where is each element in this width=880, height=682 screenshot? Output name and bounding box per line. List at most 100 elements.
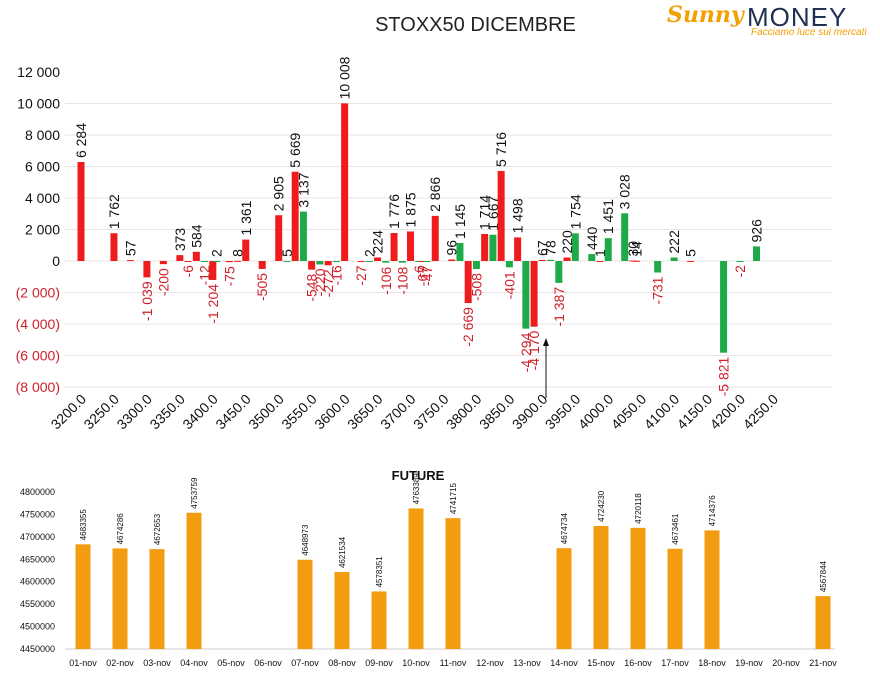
- future-y-tick-label: 4450000: [20, 644, 55, 654]
- bar-data-label: 222: [666, 230, 682, 254]
- bar-mark: [736, 261, 744, 262]
- bar-mark: [332, 261, 340, 262]
- bar-data-label: -1 387: [551, 287, 567, 327]
- bar-data-label: -27: [353, 265, 369, 285]
- bar-data-label: 10 008: [337, 56, 353, 99]
- bar-data-label: 584: [188, 224, 204, 248]
- bar-data-label: 1 451: [600, 199, 616, 234]
- bar-mark: [159, 261, 167, 265]
- bar-data-label: 8: [230, 249, 246, 257]
- bar-mark: [555, 261, 563, 283]
- bar-data-label: 5 669: [287, 132, 303, 167]
- bar-data-label: -548: [304, 273, 320, 301]
- future-x-tick-label: 06-nov: [254, 658, 282, 668]
- y-tick-label: 6 000: [25, 159, 60, 175]
- future-bar-label: 4683355: [79, 509, 88, 541]
- bar-data-label: -16: [328, 265, 344, 285]
- bar-mark: [522, 261, 530, 329]
- bar-data-label: 224: [370, 230, 386, 254]
- bar-mark: [382, 261, 390, 263]
- future-x-tick-label: 05-nov: [217, 658, 245, 668]
- future-x-tick-label: 21-nov: [809, 658, 837, 668]
- bar-mark: [213, 260, 221, 262]
- bar-data-label: 926: [749, 219, 765, 243]
- bar-data-label: 1 498: [510, 198, 526, 233]
- future-bar: [593, 525, 609, 649]
- bar-data-label: 2: [361, 249, 377, 257]
- bar-data-label: -4 294: [518, 332, 534, 372]
- bar-data-label: -4 170: [526, 330, 542, 370]
- bar-mark: [176, 255, 184, 261]
- future-x-tick-label: 11-nov: [440, 658, 467, 668]
- bar-data-label: -75: [221, 266, 237, 286]
- bar-data-label: -47: [419, 266, 435, 286]
- bar-mark: [654, 261, 662, 273]
- future-y-tick-label: 4750000: [20, 509, 55, 519]
- future-bar: [408, 508, 424, 649]
- future-x-tick-label: 03-nov: [143, 658, 171, 668]
- future-bar-label: 4648973: [301, 524, 310, 556]
- bar-mark: [431, 215, 439, 261]
- future-bar-label: 4674286: [116, 513, 125, 545]
- bar-mark: [365, 260, 373, 262]
- future-bar: [556, 548, 572, 649]
- y-tick-label: (6 000): [16, 348, 60, 364]
- bar-mark: [418, 261, 426, 263]
- future-bar: [149, 549, 165, 649]
- bar-mark: [209, 261, 217, 280]
- bar-mark: [242, 239, 250, 261]
- bar-mark: [374, 257, 382, 261]
- bar-data-label: -1 039: [139, 281, 155, 321]
- y-tick-label: 12 000: [17, 64, 60, 80]
- bar-mark: [398, 261, 406, 263]
- y-tick-label: 8 000: [25, 127, 60, 143]
- bar-data-label: 3 028: [617, 174, 633, 209]
- bar-data-label: 30: [625, 241, 641, 257]
- future-x-tick-label: 17-nov: [661, 658, 689, 668]
- bar-data-label: 2: [209, 249, 225, 257]
- bar-mark: [316, 261, 324, 265]
- future-x-tick-label: 12-nov: [476, 658, 504, 668]
- bar-data-label: -401: [501, 271, 517, 299]
- future-bar: [445, 518, 461, 649]
- bar-mark: [481, 234, 489, 261]
- future-bar-label: 4674734: [560, 512, 569, 544]
- bar-mark: [258, 261, 266, 269]
- bar-data-label: -2 669: [460, 307, 476, 347]
- bar-data-label: 1 754: [567, 194, 583, 229]
- options-open-interest-chart: 12 000 10 000 8 000 6 000 4 000 2 000 0 (2 000)…: [16, 56, 832, 432]
- bar-mark: [110, 233, 118, 261]
- future-x-tick-label: 15-nov: [587, 658, 615, 668]
- annotation-arrow-head: [543, 338, 549, 346]
- bar-mark: [341, 103, 349, 262]
- future-bar-label: 4672653: [153, 513, 162, 545]
- bar-mark: [184, 261, 192, 262]
- future-bar: [371, 591, 387, 649]
- bar-mark: [753, 246, 761, 261]
- future-y-tick-label: 4650000: [20, 554, 55, 564]
- bar-data-label: 2 905: [271, 176, 287, 211]
- bar-mark: [571, 233, 579, 261]
- future-chart-title: FUTURE: [391, 468, 445, 483]
- y-tick-label: (8 000): [16, 379, 60, 395]
- bar-mark: [497, 170, 505, 261]
- future-bar-label: 4753759: [190, 477, 199, 509]
- bar-data-label: 57: [122, 240, 138, 256]
- bar-data-label: -731: [650, 276, 666, 304]
- y-tick-label: 4 000: [25, 190, 60, 206]
- bar-data-label: 440: [584, 226, 600, 250]
- bar-data-label: -108: [394, 266, 410, 294]
- future-x-tick-label: 08-nov: [328, 658, 356, 668]
- bar-mark: [234, 260, 242, 262]
- future-x-tick-label: 07-nov: [291, 658, 319, 668]
- bar-data-label: 67: [534, 240, 550, 256]
- future-bar: [704, 530, 720, 649]
- bar-mark: [633, 260, 641, 262]
- bar-data-label: 2 866: [427, 177, 443, 212]
- bar-data-label: 1 875: [403, 192, 419, 227]
- bar-data-label: -272: [320, 269, 336, 297]
- future-bar-label: 4621534: [338, 536, 347, 568]
- future-x-tick-label: 19-nov: [735, 658, 763, 668]
- bar-mark: [464, 261, 472, 304]
- bar-mark: [308, 261, 316, 270]
